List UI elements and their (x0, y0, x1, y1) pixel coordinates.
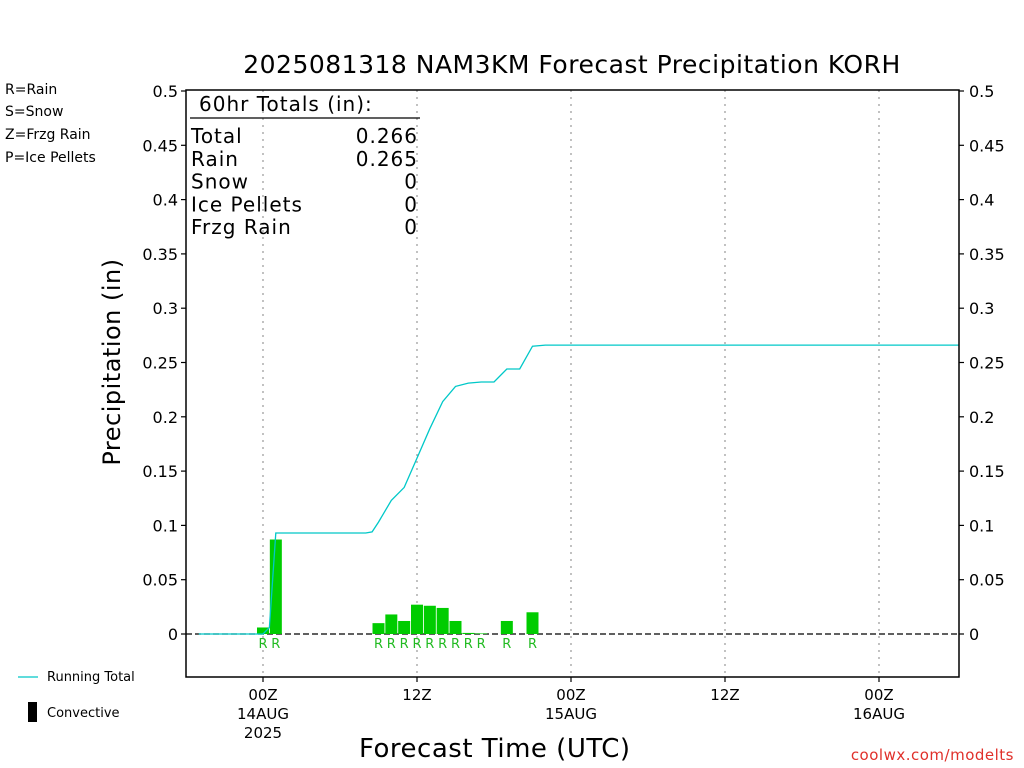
precip-type-label: R (412, 637, 421, 652)
totals-row-label: Rain (191, 147, 239, 171)
precip-type-label: R (387, 637, 396, 652)
totals-row-value: 0 (404, 192, 418, 216)
legend-running-total-label: Running Total (47, 670, 135, 685)
precip-type-label: R (451, 637, 460, 652)
y-tick-label-left: 0.3 (153, 299, 178, 318)
precip-bar (398, 620, 411, 634)
precip-type-label: R (464, 637, 473, 652)
y-tick-label-left: 0 (168, 625, 178, 644)
precip-bar (410, 604, 423, 634)
y-tick-label-left: 0.25 (142, 354, 178, 373)
x-tick-label: 00Z (248, 686, 277, 704)
precip-bar (372, 623, 385, 634)
credit-text: coolwx.com/modelts (850, 746, 1014, 764)
precip-bar (257, 627, 269, 634)
totals-row-value: 0.265 (356, 147, 418, 171)
precip-bar (385, 614, 398, 634)
convective-legend-swatch (28, 702, 37, 722)
y-tick-label-right: 0.45 (969, 136, 1005, 155)
x-tick-date-label: 14AUG (237, 705, 289, 723)
precip-bar (269, 539, 282, 634)
precip-bar (436, 607, 449, 634)
y-tick-label-right: 0.5 (969, 82, 994, 101)
y-tick-label-right: 0 (969, 625, 979, 644)
x-tick-label: 12Z (710, 686, 739, 704)
y-tick-label-right: 0.2 (969, 408, 994, 427)
precip-type-label: R (528, 637, 537, 652)
precip-bar (423, 605, 436, 634)
y-tick-label-right: 0.1 (969, 516, 994, 535)
x-axis-label: Forecast Time (UTC) (359, 734, 631, 764)
y-tick-label-left: 0.4 (153, 191, 178, 210)
x-tick-label: 00Z (864, 686, 893, 704)
legend-key-rain: R=Rain (5, 82, 58, 98)
precip-bar (526, 612, 539, 634)
legend-key-ice-pellets: P=Ice Pellets (5, 150, 96, 166)
totals-row-value: 0 (404, 170, 418, 194)
precip-type-label: R (374, 637, 383, 652)
x-tick-label: 12Z (402, 686, 431, 704)
totals-row-label: Frzg Rain (191, 215, 292, 239)
chart-title: 2025081318 NAM3KM Forecast Precipitation… (243, 50, 901, 79)
x-tick-year-label: 2025 (244, 724, 282, 742)
precip-bar (500, 620, 513, 634)
x-tick-date-label: 16AUG (853, 705, 905, 723)
y-tick-label-right: 0.25 (969, 354, 1005, 373)
y-tick-label-left: 0.35 (142, 245, 178, 264)
totals-row-label: Ice Pellets (191, 192, 303, 216)
y-tick-label-right: 0.3 (969, 299, 994, 318)
y-tick-label-left: 0.1 (153, 516, 178, 535)
plot-border (185, 89, 960, 678)
legend-convective-label: Convective (47, 706, 120, 721)
y-tick-label-right: 0.4 (969, 191, 994, 210)
precip-type-label: R (438, 637, 447, 652)
totals-row-label: Total (190, 124, 243, 148)
y-tick-label-left: 0.2 (153, 408, 178, 427)
y-tick-label-left: 0.05 (142, 571, 178, 590)
legend-key-frzg-rain: Z=Frzg Rain (5, 127, 91, 143)
totals-row-value: 0 (404, 215, 418, 239)
y-tick-label-left: 0.5 (153, 82, 178, 101)
precip-bar (475, 633, 488, 635)
x-tick-label: 00Z (556, 686, 585, 704)
y-tick-label-right: 0.35 (969, 245, 1005, 264)
precip-type-label: R (400, 637, 409, 652)
precip-bar (449, 620, 462, 634)
legend-key-snow: S=Snow (5, 104, 64, 120)
precip-type-label: R (271, 637, 280, 652)
precip-bar (462, 632, 475, 634)
totals-header: 60hr Totals (in): (199, 92, 373, 116)
y-tick-label-left: 0.45 (142, 136, 178, 155)
y-tick-label-left: 0.15 (142, 462, 178, 481)
y-tick-label-right: 0.15 (969, 462, 1005, 481)
totals-row-value: 0.266 (356, 124, 418, 148)
x-tick-date-label: 15AUG (545, 705, 597, 723)
precip-type-label: R (258, 637, 267, 652)
running-total-line (198, 344, 959, 635)
precip-type-label: R (502, 637, 511, 652)
precip-type-label: R (425, 637, 434, 652)
precip-type-label: R (477, 637, 486, 652)
totals-row-label: Snow (191, 170, 249, 194)
y-tick-label-right: 0.05 (969, 571, 1005, 590)
